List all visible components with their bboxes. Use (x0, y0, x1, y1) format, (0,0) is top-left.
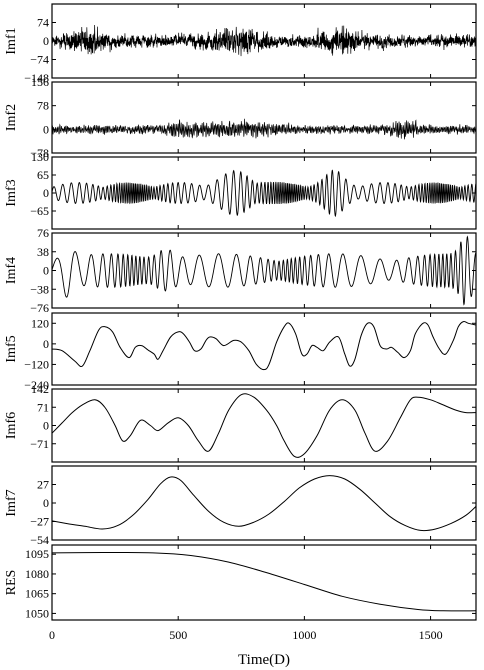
y-tick-label: 120 (31, 316, 49, 330)
panel-label-imf6: Imf6 (4, 412, 19, 439)
y-tick-label: 1095 (25, 547, 49, 561)
y-tick-label: 65 (37, 168, 49, 182)
x-tick-label: 500 (169, 628, 187, 642)
y-tick-label: −74 (30, 53, 49, 67)
panel-imf5: 120 0 −120 −240 Imf5 (4, 312, 477, 392)
panel-imf6: 142 71 0 −71 Imf6 (4, 382, 477, 463)
panel-label-res: RES (4, 570, 19, 596)
y-tick-label: 1080 (25, 567, 49, 581)
y-tick-label: 1065 (25, 587, 49, 601)
panel-frame (51, 544, 477, 621)
y-tick-label: 0 (43, 496, 49, 510)
panel-label-imf1: Imf1 (4, 27, 19, 54)
x-tick-label: 1500 (419, 628, 443, 642)
panel-res: 1095 1080 1065 1050 RES (4, 544, 477, 621)
series-line-imf7 (52, 475, 476, 532)
y-tick-label: −65 (30, 204, 49, 218)
panel-label-imf2: Imf2 (4, 104, 19, 131)
x-tick-label: 1000 (292, 628, 316, 642)
y-tick-label: 0 (43, 337, 49, 351)
panel-label-imf4: Imf4 (4, 257, 19, 284)
y-tick-label: 78 (37, 99, 49, 113)
y-tick-label: −76 (30, 301, 49, 315)
y-tick-label: 130 (31, 150, 49, 164)
panel-frame (51, 312, 477, 386)
y-tick-label: 1050 (25, 606, 49, 620)
series-line-imf5 (52, 320, 476, 371)
y-tick-label: −38 (30, 282, 49, 296)
y-tick-label: −27 (30, 515, 49, 529)
panel-label-imf5: Imf5 (4, 335, 19, 362)
y-tick-label: 0 (43, 34, 49, 48)
y-tick-label: 0 (43, 122, 49, 136)
y-tick-label: −78 (30, 146, 49, 160)
y-tick-label: 74 (37, 16, 49, 30)
y-tick-label: −71 (30, 437, 49, 451)
y-tick-label: 0 (43, 186, 49, 200)
panel-imf3: 130 65 0 −65 Imf3 (4, 150, 477, 230)
series-line-imf3 (52, 169, 476, 218)
y-tick-label: 142 (31, 382, 49, 396)
x-axis-title: Time(D) (238, 652, 290, 668)
y-tick-label: 156 (31, 75, 49, 89)
panel-frame (51, 81, 477, 154)
panel-label-imf3: Imf3 (4, 179, 19, 206)
y-tick-label: 0 (43, 264, 49, 278)
y-tick-label: 27 (37, 478, 49, 492)
series-line-imf2 (52, 118, 476, 140)
series-line-imf1 (52, 24, 476, 57)
panel-imf4: 76 38 0 −38 −76 Imf4 (4, 226, 477, 315)
panel-imf2: 156 78 0 −78 Imf2 (4, 75, 477, 160)
y-tick-label: −240 (24, 378, 49, 392)
series-line-imf6 (52, 393, 476, 458)
panel-imf7: 27 0 −27 −54 Imf7 (4, 465, 477, 547)
y-tick-label: 71 (37, 400, 49, 414)
y-tick-label: 76 (37, 226, 49, 240)
panel-frame (51, 232, 477, 309)
y-tick-label: 38 (37, 245, 49, 259)
series-line-res (52, 551, 476, 612)
y-tick-label: 0 (43, 419, 49, 433)
y-tick-label: −148 (24, 71, 49, 85)
series-line-imf4 (52, 235, 476, 306)
y-tick-label: −120 (24, 357, 49, 371)
x-tick-label: 0 (49, 628, 55, 642)
panel-imf1: 74 0 −74 −148 Imf1 (4, 3, 477, 85)
y-tick-label: −54 (30, 533, 49, 547)
panel-label-imf7: Imf7 (4, 489, 19, 516)
